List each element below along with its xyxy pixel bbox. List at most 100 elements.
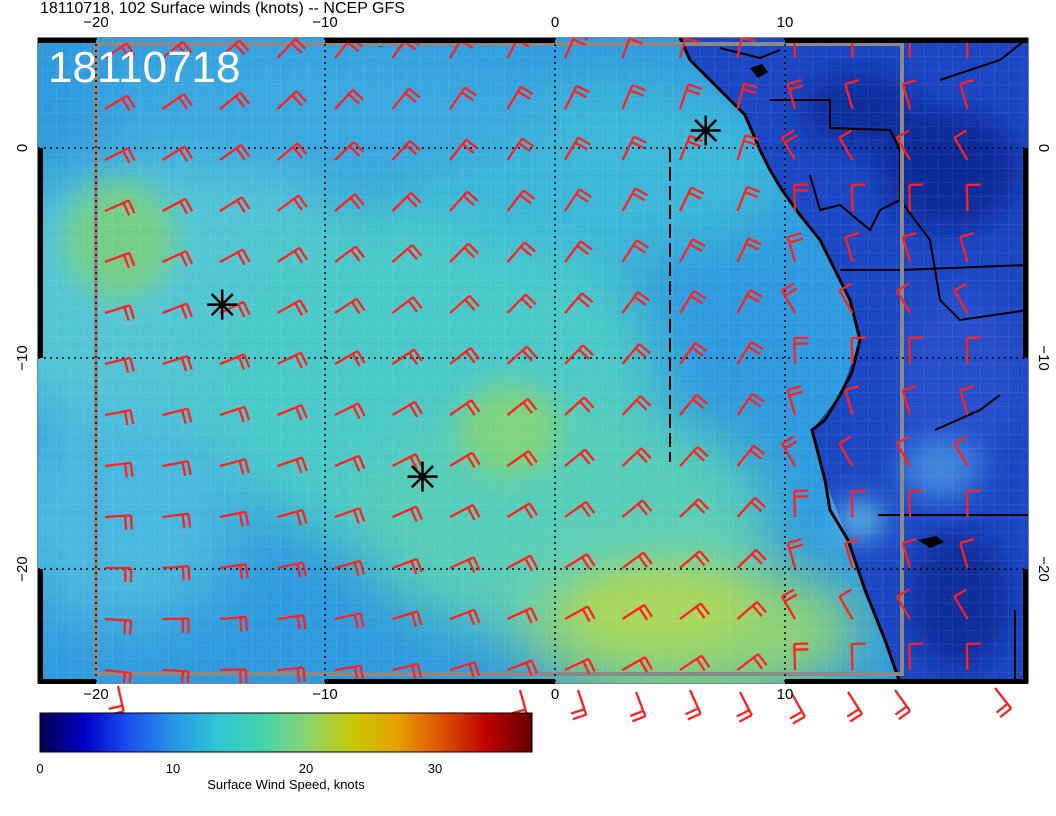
wind-barb <box>850 489 866 518</box>
wind-barb <box>621 187 649 212</box>
date-stamp: 18110718 <box>48 43 241 92</box>
wind-barb <box>959 537 975 569</box>
wind-barb <box>449 451 481 469</box>
wind-barb <box>564 188 592 212</box>
wind-barb <box>161 40 193 59</box>
wind-barb <box>392 557 423 575</box>
wind-barb <box>685 689 702 721</box>
wind-barb <box>506 450 538 467</box>
wind-barb <box>104 304 135 321</box>
wind-barb <box>736 134 760 161</box>
wind-barb <box>104 409 135 426</box>
wind-barb <box>391 296 423 314</box>
lon-tick-label: 0 <box>551 14 559 31</box>
wind-barb <box>850 38 854 59</box>
wind-barb <box>621 603 653 621</box>
wind-barb <box>736 185 761 212</box>
wind-barb <box>449 138 478 161</box>
wind-barb <box>736 548 767 569</box>
wind-barb <box>780 129 798 161</box>
wind-barb <box>391 87 421 110</box>
wind-barb <box>334 454 366 472</box>
wind-barb <box>564 240 593 263</box>
wind-barb <box>392 610 423 627</box>
lon-tick-label: 10 <box>777 14 794 31</box>
wind-barb <box>564 448 595 467</box>
wind-barb <box>276 299 309 316</box>
wind-barb <box>621 447 652 467</box>
wind-barb <box>108 685 125 716</box>
wind-barb <box>908 642 924 671</box>
wind-barb <box>334 193 365 212</box>
wind-barb <box>895 435 911 467</box>
wind-barb <box>895 282 911 314</box>
lat-tick-label: −20 <box>14 556 31 581</box>
wind-barb <box>162 668 190 683</box>
wind-barb <box>162 565 191 581</box>
wind-barb <box>838 435 854 467</box>
wind-barb <box>838 282 854 314</box>
wind-barb <box>162 617 190 633</box>
wind-barb <box>959 231 975 263</box>
wind-barb <box>621 395 652 416</box>
wind-barb <box>844 78 860 110</box>
wind-barb <box>793 642 809 671</box>
wind-barb <box>449 242 480 263</box>
wind-barb <box>391 453 424 470</box>
wind-barb <box>104 251 136 269</box>
wind-barb <box>334 664 365 681</box>
wind-barb <box>953 129 969 161</box>
wind-barb <box>679 394 708 416</box>
wind-barb <box>780 282 798 314</box>
wind-barb <box>894 689 912 721</box>
wind-barb <box>786 231 804 263</box>
wind-barb <box>570 689 588 721</box>
wind-barb <box>953 435 969 467</box>
wind-barb <box>678 238 706 263</box>
wind-barb <box>965 183 981 212</box>
wind-barb <box>953 282 969 314</box>
wind-barb <box>679 446 709 467</box>
lat-tick-label: 0 <box>1035 144 1052 152</box>
colorbar-tick: 10 <box>166 761 180 776</box>
wind-barb <box>736 38 756 59</box>
wind-barb <box>449 86 477 110</box>
lon-tick-label: 0 <box>551 686 559 703</box>
colorbar: 0 10 20 30 Surface Wind Speed, knots <box>36 712 533 792</box>
lat-tick-label: 0 <box>14 144 31 152</box>
wind-barb <box>162 459 192 477</box>
wind-barb <box>449 190 479 212</box>
lon-tick-label: −20 <box>83 14 108 31</box>
wind-barb <box>219 510 250 527</box>
lon-tick-label: 10 <box>777 686 794 703</box>
wind-barb <box>908 336 924 365</box>
wind-barb <box>219 300 251 318</box>
wind-barb <box>104 461 134 478</box>
wind-barb <box>621 656 654 673</box>
domain-box <box>94 42 904 676</box>
wind-barb <box>105 566 133 582</box>
wind-barb <box>162 250 193 267</box>
wind-barb <box>506 241 536 263</box>
wind-barb <box>391 139 422 161</box>
wind-barb <box>793 489 809 518</box>
wind-barb <box>736 496 767 518</box>
wind-barb <box>104 668 132 683</box>
wind-barb <box>621 551 653 569</box>
wind-barb <box>391 400 423 418</box>
wind-barb <box>162 407 193 424</box>
wind-barb <box>506 137 535 161</box>
storm-markers <box>207 115 721 492</box>
wind-barb <box>219 91 250 110</box>
wind-barb <box>679 550 710 569</box>
wind-barb <box>838 129 854 161</box>
wind-barb <box>736 82 758 110</box>
map-title: 18110718, 102 Surface winds (knots) -- N… <box>40 0 405 17</box>
wind-barb <box>793 183 809 212</box>
wind-barb <box>844 384 860 416</box>
wind-barb <box>564 553 596 570</box>
colorbar-tick: 30 <box>428 761 442 776</box>
wind-barb <box>786 537 804 569</box>
lon-tick-label: −10 <box>312 14 337 31</box>
wind-barb <box>506 85 534 110</box>
